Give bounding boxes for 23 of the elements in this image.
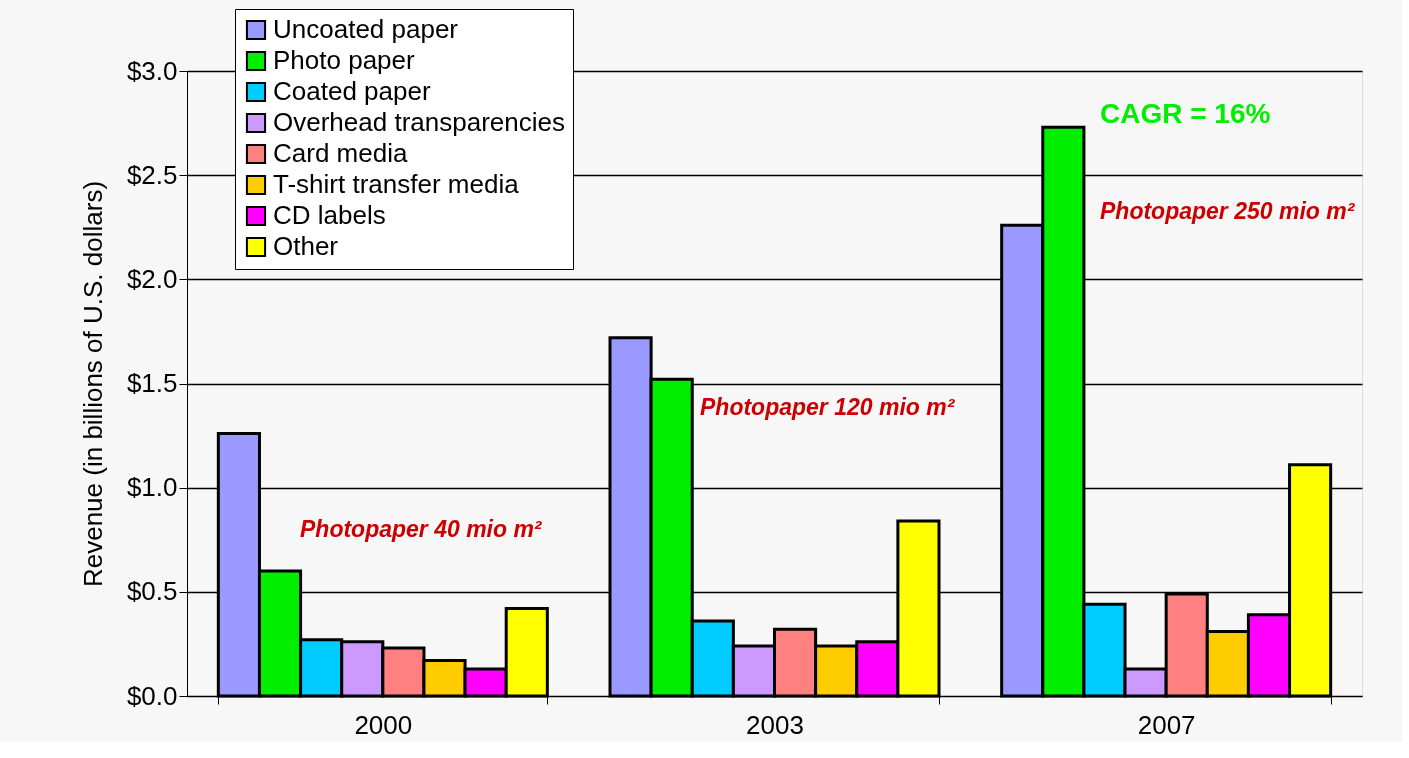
legend-label: CD labels bbox=[273, 200, 386, 230]
annotation: CAGR = 16% bbox=[1100, 98, 1271, 129]
y-tick-label: $0.5 bbox=[126, 576, 178, 607]
legend-label: Other bbox=[273, 231, 339, 261]
legend-label: Photo paper bbox=[273, 45, 416, 75]
annotation: Photopaper 250 mio m² bbox=[1100, 198, 1356, 224]
x-tick-label: 2003 bbox=[746, 709, 804, 740]
y-tick-label: $2.5 bbox=[126, 159, 178, 190]
x-tick-label: 2000 bbox=[354, 709, 413, 740]
legend-label: Card media bbox=[273, 138, 408, 168]
y-tick-label: $3.0 bbox=[126, 55, 178, 86]
y-tick-label: $2.0 bbox=[126, 263, 178, 294]
x-tick-label: 2007 bbox=[1137, 709, 1196, 740]
legend-label: Overhead transparencies bbox=[273, 107, 565, 137]
y-tick-label: $1.5 bbox=[126, 368, 178, 398]
y-tick-label: $1.0 bbox=[126, 472, 178, 503]
annotation: Photopaper 120 mio m² bbox=[700, 394, 956, 420]
legend-label: Coated paper bbox=[273, 76, 431, 106]
y-tick-label: $0.0 bbox=[126, 680, 178, 711]
legend-label: Uncoated paper bbox=[273, 14, 459, 44]
y-axis-title: Revenue (in billions of U.S. dollars) bbox=[77, 180, 108, 588]
legend-label: T-shirt transfer media bbox=[273, 169, 520, 199]
annotation: Photopaper 40 mio m² bbox=[300, 516, 543, 542]
